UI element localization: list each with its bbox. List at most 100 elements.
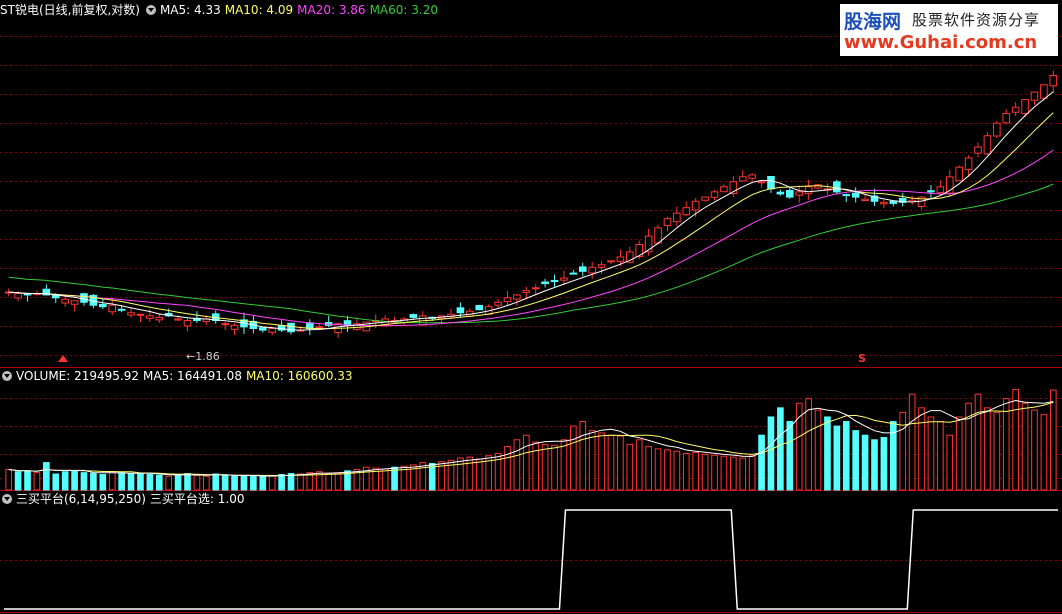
volume-bar <box>993 411 1001 491</box>
volume-bar <box>165 475 173 491</box>
candle-body <box>898 197 907 203</box>
candle-body <box>663 218 672 226</box>
vol-ma5-label: MA5: 164491.08 <box>143 369 242 383</box>
volume-bar <box>805 398 812 491</box>
volume-bar <box>353 468 361 491</box>
candle-body <box>70 300 79 305</box>
candle-body <box>804 186 813 195</box>
volume-bar <box>410 464 417 491</box>
candle-body <box>221 323 229 326</box>
volume-bar <box>654 448 662 491</box>
volume-bar <box>777 407 784 491</box>
volume-bar <box>466 456 474 491</box>
candle-body <box>578 266 587 272</box>
volume-bar <box>598 432 605 491</box>
volume-bar <box>833 425 841 491</box>
candle-body <box>701 196 709 201</box>
volume-bar <box>927 416 935 491</box>
volume-bar <box>447 459 455 491</box>
candle-body <box>353 323 361 330</box>
volume-bar <box>297 473 304 491</box>
volume-bar <box>5 468 13 491</box>
candle-body <box>776 191 785 195</box>
chevron-down-icon[interactable] <box>2 494 12 504</box>
ma60-line <box>8 183 1054 324</box>
candle-body <box>61 298 69 304</box>
candle-body <box>757 181 766 184</box>
candle-body <box>146 315 154 319</box>
volume-bar <box>965 402 972 491</box>
candle-body <box>635 243 644 258</box>
candle-body <box>560 277 568 281</box>
candle-body <box>880 201 888 205</box>
volume-bar <box>626 443 634 491</box>
volume-bar <box>174 473 182 491</box>
volume-bar <box>485 455 492 491</box>
volume-bar <box>504 446 511 491</box>
volume-bar <box>786 421 794 491</box>
candle-body <box>80 293 88 303</box>
candle-body <box>1030 91 1039 101</box>
candle-body <box>108 304 117 313</box>
candle-body <box>569 272 578 275</box>
volume-bar <box>682 452 690 491</box>
volume-bar <box>315 471 323 491</box>
candle-body <box>748 174 756 179</box>
volume-bar <box>325 473 332 491</box>
ma5-line <box>8 91 1054 331</box>
volume-bar <box>730 456 737 491</box>
volume-bar <box>532 441 540 491</box>
volume-bar <box>795 402 803 491</box>
volume-bar <box>108 471 116 491</box>
candle-body <box>136 313 145 316</box>
volume-bar <box>1049 389 1057 491</box>
candle-body <box>786 189 794 198</box>
candle-body <box>673 212 681 223</box>
volume-bar <box>221 474 229 491</box>
volume-bar <box>1040 414 1048 491</box>
candle-body <box>795 191 803 196</box>
candle-body <box>541 281 549 285</box>
volume-bar <box>268 474 276 491</box>
candle-body <box>522 290 531 293</box>
volume-bar <box>287 473 295 491</box>
volume-bar <box>231 475 238 491</box>
candle-body <box>964 157 973 170</box>
volume-bar <box>522 434 530 491</box>
volume-bar <box>61 471 69 491</box>
volume-bar <box>908 393 916 491</box>
volume-bar <box>80 472 88 491</box>
volume-bar <box>33 472 41 491</box>
volume-bar <box>14 471 22 491</box>
volume-bar <box>1031 409 1038 491</box>
volume-bar <box>889 421 897 491</box>
volume-bar <box>99 473 107 491</box>
candle-body <box>550 280 559 283</box>
volume-bar <box>278 473 285 491</box>
volume-bar <box>570 425 577 491</box>
candle-body <box>616 256 625 262</box>
chevron-down-icon[interactable] <box>145 5 156 15</box>
volume-bar <box>824 416 831 491</box>
volume-bar <box>551 444 558 491</box>
volume-bar <box>24 470 31 491</box>
candle-body <box>936 186 945 194</box>
ma20-label: MA20: 3.86 <box>297 3 366 17</box>
candle-body <box>117 308 126 311</box>
price-panel-header: ST锐电(日线,前复权,对数) MA5: 4.33 MA10: 4.09 MA20: … <box>0 2 442 18</box>
volume-bar <box>344 470 351 491</box>
candle-body <box>767 175 775 190</box>
stock-name[interactable]: ST锐电 <box>0 3 39 17</box>
volume-bar <box>419 462 427 491</box>
chevron-down-icon[interactable] <box>2 371 12 381</box>
candle-body <box>682 207 691 216</box>
volume-bar <box>579 421 587 491</box>
volume-bar <box>71 470 78 491</box>
candle-body <box>889 200 898 204</box>
volume-bar <box>701 453 709 491</box>
volume-bar <box>635 439 643 491</box>
candle-body <box>174 318 182 321</box>
volume-bar <box>673 450 681 491</box>
candle-body <box>955 166 963 182</box>
